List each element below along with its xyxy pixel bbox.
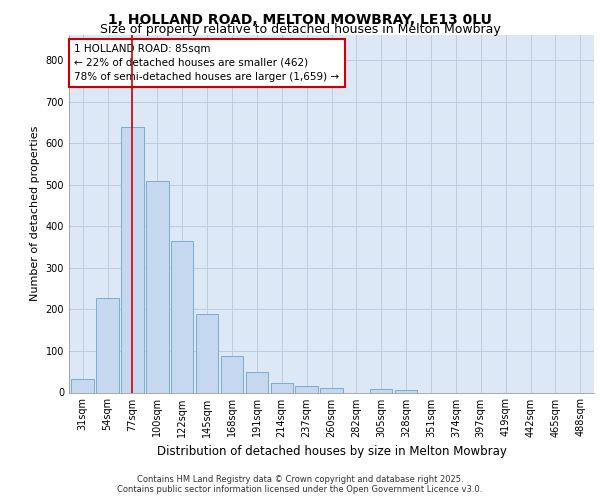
Text: 1, HOLLAND ROAD, MELTON MOWBRAY, LE13 0LU: 1, HOLLAND ROAD, MELTON MOWBRAY, LE13 0L… bbox=[108, 12, 492, 26]
Bar bbox=[196, 314, 218, 392]
Y-axis label: Number of detached properties: Number of detached properties bbox=[30, 126, 40, 302]
Bar bbox=[121, 128, 143, 392]
Bar bbox=[97, 298, 119, 392]
Text: Contains HM Land Registry data © Crown copyright and database right 2025.
Contai: Contains HM Land Registry data © Crown c… bbox=[118, 474, 482, 494]
Bar bbox=[245, 372, 268, 392]
Bar bbox=[221, 356, 243, 393]
Text: 1 HOLLAND ROAD: 85sqm
← 22% of detached houses are smaller (462)
78% of semi-det: 1 HOLLAND ROAD: 85sqm ← 22% of detached … bbox=[74, 44, 340, 82]
Bar bbox=[395, 390, 418, 392]
Bar bbox=[146, 182, 169, 392]
X-axis label: Distribution of detached houses by size in Melton Mowbray: Distribution of detached houses by size … bbox=[157, 445, 506, 458]
Bar bbox=[271, 384, 293, 392]
Text: Size of property relative to detached houses in Melton Mowbray: Size of property relative to detached ho… bbox=[100, 22, 500, 36]
Bar bbox=[370, 389, 392, 392]
Bar bbox=[171, 241, 193, 392]
Bar bbox=[295, 386, 318, 392]
Bar bbox=[320, 388, 343, 392]
Bar bbox=[71, 379, 94, 392]
